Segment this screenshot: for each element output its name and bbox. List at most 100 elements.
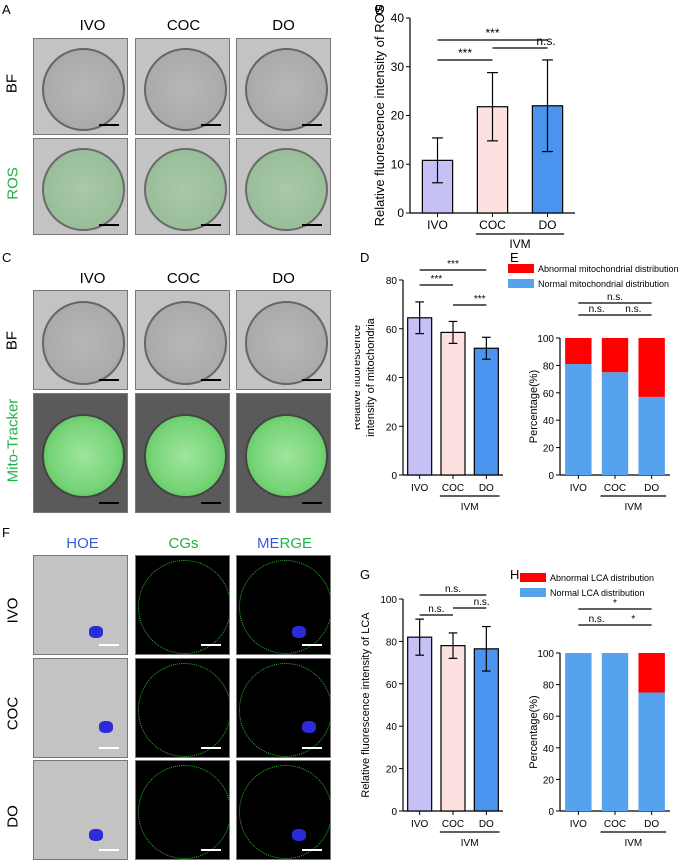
merge-label-green: RGE [279, 535, 312, 552]
chromosome-spot [292, 829, 306, 841]
significance-label: *** [447, 259, 459, 270]
y-axis-label: Relative fluorescence intensity of LCA [360, 612, 372, 798]
panel-b-chart: 0 10 20 30 40 Relative fluorescence intensity… [372, 4, 575, 250]
y-tick-label: 20 [543, 775, 555, 786]
x-tick-label-ivo: IVO [427, 218, 448, 232]
chromosome-spot [89, 626, 103, 638]
panel-e-letter: E [510, 250, 519, 265]
y-tick-label: 40 [543, 416, 555, 427]
legend-label: Abnormal mitochondrial distribution [538, 264, 679, 274]
ivm-group-label: IVM [461, 502, 479, 513]
legend-label: Abnormal LCA distribution [550, 573, 654, 583]
y-tick-label: 60 [386, 325, 398, 336]
scale-bar [302, 502, 322, 504]
scale-bar [302, 124, 322, 126]
x-tick-label-ivo: IVO [570, 483, 587, 494]
y-tick-label: 100 [537, 334, 554, 345]
ivm-group-label: IVM [509, 237, 530, 250]
x-tick-label-ivo: IVO [411, 483, 428, 494]
panel-h-letter: H [510, 567, 520, 582]
scale-bar [302, 644, 322, 646]
x-tick-label-do: DO [479, 483, 494, 494]
scale-bar [302, 747, 322, 749]
panel-f-row-ivo: IVO [4, 597, 22, 624]
panel-f-tile-2-2 [236, 760, 331, 860]
scale-bar [302, 224, 322, 226]
bar-abnormal-coc [601, 338, 629, 373]
x-tick-label-do: DO [644, 819, 659, 830]
significance-label: *** [485, 26, 499, 40]
x-tick-label-coc: COC [442, 819, 464, 830]
y-tick-label: 0 [391, 471, 397, 482]
y-tick-label: 10 [391, 157, 405, 171]
ivm-group-label: IVM [624, 502, 642, 513]
x-tick-label-do: DO [644, 483, 659, 494]
panel-c-mito-tile-2 [236, 393, 331, 513]
y-axis-label-line2: intensity of mitochondria [365, 317, 377, 436]
y-tick-label: 100 [380, 595, 397, 606]
panel-f-tile-0-1 [33, 658, 128, 758]
panel-c-letter: C [2, 250, 12, 265]
panel-f-row-do: DO [4, 805, 22, 828]
scale-bar [99, 747, 119, 749]
chromosome-spot [302, 721, 316, 733]
chromosome-spot [89, 829, 103, 841]
significance-label: n.s. [536, 34, 555, 48]
significance-label: n.s. [445, 584, 461, 595]
scale-bar [201, 644, 221, 646]
bar-normal-coc [601, 653, 629, 811]
oocyte-shape [143, 414, 228, 498]
legend-swatch [508, 279, 534, 288]
oocyte-shape [41, 301, 126, 385]
scale-bar [99, 224, 119, 226]
legend-label: Normal LCA distribution [550, 588, 645, 598]
significance-label: *** [430, 274, 442, 285]
y-tick-label: 0 [548, 807, 554, 818]
y-tick-label: 80 [386, 276, 398, 287]
y-tick-label: 30 [391, 60, 405, 74]
y-axis-label-line1: Relative fluorescence [355, 325, 363, 430]
x-tick-label-do: DO [479, 819, 494, 830]
oocyte-shape [137, 663, 229, 757]
x-tick-label-ivo: IVO [570, 819, 587, 830]
panel-a-col-do: DO [272, 17, 295, 34]
oocyte-shape [42, 771, 122, 851]
significance-label: n.s. [625, 304, 641, 315]
scale-bar [201, 224, 221, 226]
panel-b-letter: B [375, 2, 384, 17]
x-tick-label-coc: COC [479, 218, 506, 232]
panel-f-col-hoe: HOE [66, 535, 99, 552]
panel-a-bf-tile-1 [135, 38, 230, 135]
legend-swatch [520, 588, 546, 597]
x-tick-label-ivo: IVO [411, 819, 428, 830]
scale-bar [99, 502, 119, 504]
bar-normal-do [638, 396, 665, 475]
bar-abnormal-do [638, 653, 665, 693]
bar-ivo [407, 317, 433, 476]
significance-label: n.s. [474, 597, 490, 608]
oocyte-shape [41, 147, 126, 232]
y-tick-label: 0 [391, 807, 397, 818]
y-axis-label: Relative fluorescence intensity of ROS [372, 4, 387, 226]
y-tick-label: 20 [386, 422, 398, 433]
oocyte-shape [238, 765, 330, 859]
legend-label: Normal mitochondrial distribution [538, 279, 669, 289]
y-tick-label: 40 [543, 744, 555, 755]
scale-bar [99, 644, 119, 646]
panel-f-tile-1-1 [135, 658, 230, 758]
scale-bar [201, 379, 221, 381]
scale-bar [201, 124, 221, 126]
scale-bar [302, 379, 322, 381]
bar-abnormal-ivo [565, 338, 592, 365]
y-tick-label: 40 [386, 374, 398, 385]
panel-d-chart: 0 20 40 60 80 Relative fluorescence intensity … [355, 259, 503, 513]
panel-a-col-ivo: IVO [79, 17, 106, 34]
oocyte-shape [42, 566, 122, 646]
bar-normal-ivo [565, 364, 592, 475]
panel-c-col-ivo: IVO [79, 270, 106, 287]
significance-label: * [631, 614, 635, 625]
panel-a-row-ros: ROS [4, 167, 22, 200]
y-tick-label: 80 [543, 361, 555, 372]
y-tick-label: 60 [386, 680, 398, 691]
